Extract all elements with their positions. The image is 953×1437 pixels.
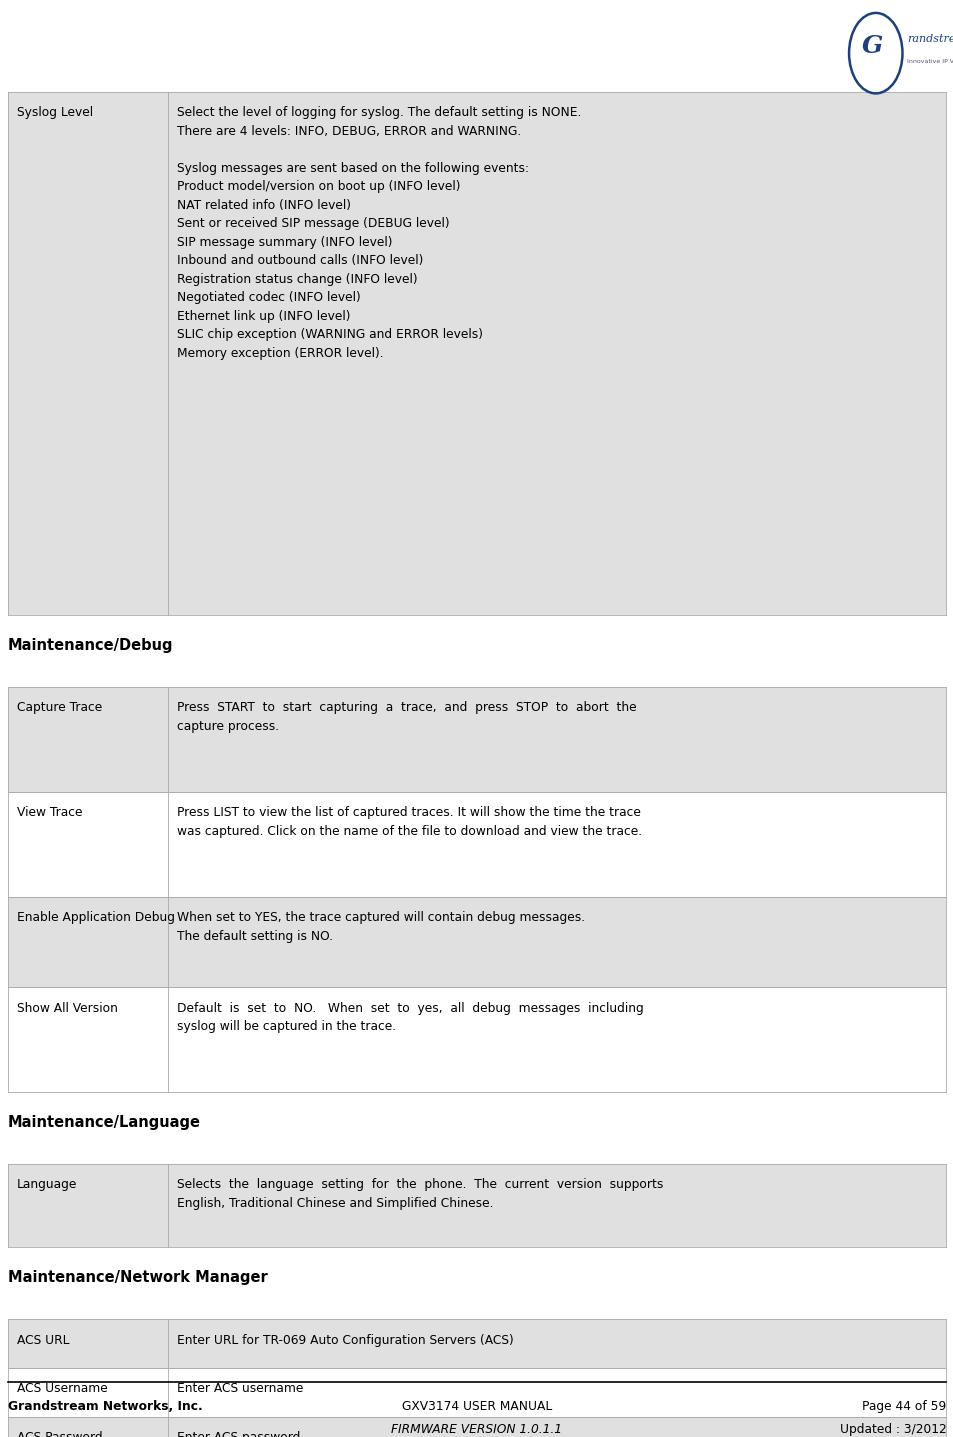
FancyBboxPatch shape [8, 987, 945, 1092]
Text: Maintenance/Language: Maintenance/Language [8, 1115, 200, 1129]
Text: Select the level of logging for syslog. The default setting is NONE.
There are 4: Select the level of logging for syslog. … [177, 106, 581, 359]
Text: ACS Username: ACS Username [17, 1382, 108, 1395]
Text: Default  is  set  to  NO.   When  set  to  yes,  all  debug  messages  including: Default is set to NO. When set to yes, a… [177, 1002, 643, 1033]
FancyBboxPatch shape [8, 897, 945, 987]
Text: Press LIST to view the list of captured traces. It will show the time the trace
: Press LIST to view the list of captured … [177, 806, 642, 838]
Text: Page 44 of 59: Page 44 of 59 [862, 1400, 945, 1413]
Text: FIRMWARE VERSION 1.0.1.1: FIRMWARE VERSION 1.0.1.1 [391, 1423, 562, 1436]
Text: Selects  the  language  setting  for  the  phone.  The  current  version  suppor: Selects the language setting for the pho… [177, 1178, 663, 1210]
Text: Enter ACS password: Enter ACS password [177, 1431, 300, 1437]
Text: Enter URL for TR-069 Auto Configuration Servers (ACS): Enter URL for TR-069 Auto Configuration … [177, 1334, 514, 1346]
Text: G: G [862, 34, 882, 57]
Text: Enable Application Debug: Enable Application Debug [17, 911, 175, 924]
FancyBboxPatch shape [8, 1319, 945, 1368]
FancyBboxPatch shape [8, 92, 945, 615]
Text: Language: Language [17, 1178, 77, 1191]
Text: Maintenance/Debug: Maintenance/Debug [8, 638, 172, 652]
Text: Show All Version: Show All Version [17, 1002, 118, 1015]
Text: Innovative IP Voice & Video: Innovative IP Voice & Video [906, 59, 953, 65]
Text: ACS Password: ACS Password [17, 1431, 103, 1437]
FancyBboxPatch shape [8, 1368, 945, 1417]
Text: GXV3174 USER MANUAL: GXV3174 USER MANUAL [401, 1400, 552, 1413]
Text: Press  START  to  start  capturing  a  trace,  and  press  STOP  to  abort  the
: Press START to start capturing a trace, … [177, 701, 637, 733]
Text: Syslog Level: Syslog Level [17, 106, 93, 119]
Text: Enter ACS username: Enter ACS username [177, 1382, 303, 1395]
FancyBboxPatch shape [8, 1417, 945, 1437]
Text: randstream: randstream [906, 34, 953, 43]
Text: ACS URL: ACS URL [17, 1334, 70, 1346]
Text: When set to YES, the trace captured will contain debug messages.
The default set: When set to YES, the trace captured will… [177, 911, 585, 943]
FancyBboxPatch shape [8, 687, 945, 792]
Text: Grandstream Networks, Inc.: Grandstream Networks, Inc. [8, 1400, 202, 1413]
FancyBboxPatch shape [8, 1164, 945, 1247]
FancyBboxPatch shape [8, 792, 945, 897]
Text: Maintenance/Network Manager: Maintenance/Network Manager [8, 1270, 267, 1285]
Text: Updated : 3/2012: Updated : 3/2012 [839, 1423, 945, 1436]
Text: Capture Trace: Capture Trace [17, 701, 102, 714]
Text: View Trace: View Trace [17, 806, 83, 819]
